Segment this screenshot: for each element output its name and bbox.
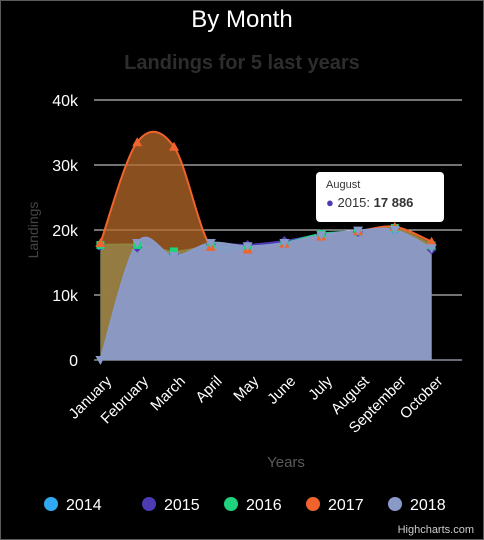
tooltip-series-name: 2015 bbox=[337, 195, 367, 210]
legend-swatch bbox=[44, 497, 58, 511]
legend-item-2017[interactable]: 2017 bbox=[306, 497, 364, 514]
legend-label: 2015 bbox=[164, 497, 200, 514]
legend-label: 2018 bbox=[410, 497, 446, 514]
tooltip-row: ● 2015: 17 886 bbox=[326, 195, 434, 210]
x-tick-label: July bbox=[305, 372, 336, 403]
data-point bbox=[426, 244, 437, 254]
y-tick-label: 10k bbox=[52, 288, 79, 305]
chart-subtitle: Landings for 5 last years bbox=[124, 52, 360, 74]
legend-label: 2017 bbox=[328, 497, 364, 514]
tooltip-separator: : bbox=[366, 195, 374, 210]
data-point bbox=[279, 239, 290, 248]
data-point bbox=[132, 137, 143, 147]
legend-label: 2014 bbox=[66, 497, 102, 514]
data-point bbox=[353, 226, 363, 236]
x-tick-label: May bbox=[230, 372, 262, 404]
x-tick-label: June bbox=[264, 373, 299, 408]
chart-title: By Month bbox=[191, 6, 293, 33]
tooltip-value: 17 886 bbox=[373, 195, 414, 210]
y-tick-label: 20k bbox=[52, 223, 79, 240]
x-axis-title: Years bbox=[267, 454, 305, 471]
data-point bbox=[316, 231, 327, 241]
data-point bbox=[169, 141, 179, 151]
legend-item-2016[interactable]: 2016 bbox=[224, 497, 282, 514]
legend-swatch bbox=[306, 497, 320, 511]
legend-item-2015[interactable]: 2015 bbox=[142, 497, 200, 514]
y-tick-label: 30k bbox=[52, 158, 79, 175]
credits-link[interactable]: Highcharts.com bbox=[397, 524, 474, 536]
tooltip-header: August bbox=[326, 179, 361, 191]
y-tick-label: 40k bbox=[52, 93, 79, 110]
data-point bbox=[426, 236, 437, 246]
legend-item-2018[interactable]: 2018 bbox=[388, 497, 446, 514]
data-point bbox=[169, 252, 179, 261]
legend-label: 2016 bbox=[246, 497, 282, 514]
series-area-2018 bbox=[100, 228, 432, 360]
x-tick-label: April bbox=[192, 373, 225, 406]
y-axis-title: Landings bbox=[25, 202, 41, 259]
tooltip-series-dot: ● bbox=[326, 195, 334, 210]
data-point bbox=[95, 356, 106, 365]
legend-swatch bbox=[142, 497, 156, 511]
y-tick-label: 0 bbox=[69, 353, 78, 370]
data-point bbox=[205, 239, 216, 248]
data-point bbox=[132, 239, 143, 248]
x-tick-label: March bbox=[147, 373, 188, 414]
data-point bbox=[389, 226, 400, 235]
data-point bbox=[242, 242, 253, 252]
legend-swatch bbox=[388, 497, 402, 511]
chart-tooltip: August ● 2015: 17 886 bbox=[316, 172, 444, 222]
legend-swatch bbox=[224, 497, 238, 511]
data-point bbox=[170, 247, 178, 256]
data-point bbox=[95, 238, 106, 247]
legend-item-2014[interactable]: 2014 bbox=[44, 497, 102, 514]
